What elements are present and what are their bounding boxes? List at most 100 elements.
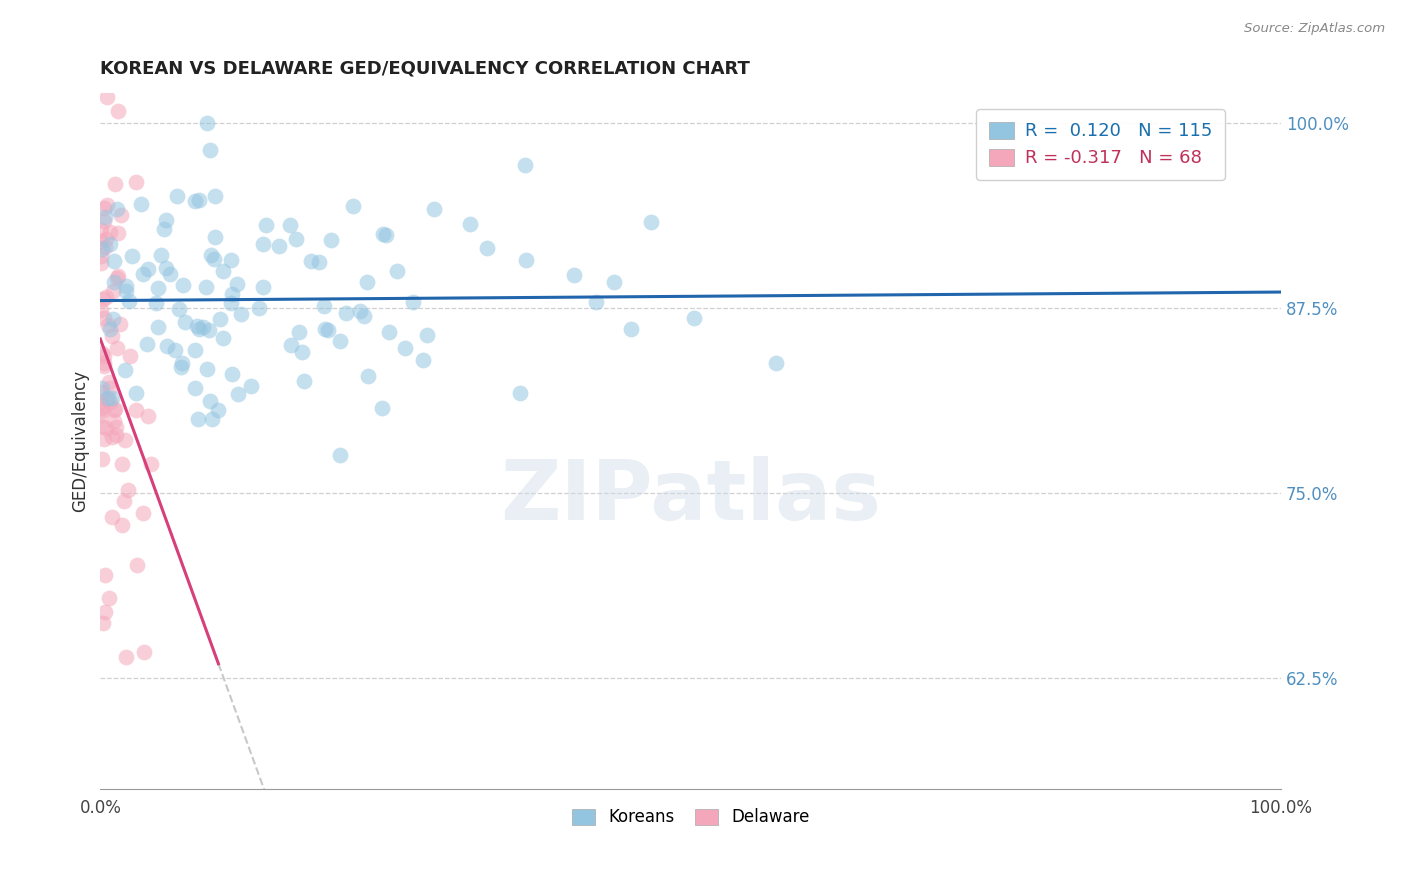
Point (308, 255, 330, 269)
Point (103, 275, 125, 289)
Point (91, 452, 114, 467)
Point (377, 326, 399, 340)
Point (145, 296, 167, 310)
Point (188, 193, 211, 207)
Point (96, 421, 118, 435)
Point (212, 264, 235, 278)
Point (103, 413, 125, 427)
Point (93, 433, 115, 447)
Point (204, 189, 226, 203)
Point (90, 419, 112, 434)
Point (585, 294, 607, 309)
Point (107, 104, 129, 119)
Point (267, 239, 290, 253)
Legend: Koreans, Delaware: Koreans, Delaware (565, 802, 817, 833)
Point (101, 312, 124, 326)
Point (131, 506, 153, 520)
Text: ZIPatlas: ZIPatlas (501, 457, 882, 537)
Point (204, 230, 226, 244)
Point (183, 381, 205, 395)
Point (136, 409, 159, 423)
Point (239, 378, 262, 392)
Point (458, 217, 481, 231)
Point (105, 271, 128, 285)
Point (212, 331, 235, 345)
Point (100, 430, 122, 444)
Point (285, 232, 308, 246)
Point (415, 327, 437, 342)
Point (93, 356, 115, 370)
Point (564, 268, 586, 283)
Point (342, 199, 364, 213)
Point (117, 293, 139, 308)
Point (114, 363, 136, 377)
Point (93, 615, 115, 630)
Point (90, 223, 112, 237)
Point (134, 645, 156, 659)
Point (280, 338, 302, 352)
Point (254, 218, 277, 232)
Point (93, 201, 115, 215)
Point (135, 336, 157, 351)
Point (329, 448, 352, 462)
Point (94, 605, 117, 619)
Point (111, 517, 134, 532)
Point (141, 457, 163, 471)
Point (357, 369, 380, 384)
Point (107, 268, 129, 283)
Point (93, 214, 115, 228)
Point (136, 261, 159, 276)
Point (98, 226, 121, 240)
Point (603, 275, 626, 289)
Point (187, 322, 209, 336)
Point (187, 412, 209, 426)
Point (103, 403, 125, 417)
Point (207, 403, 229, 417)
Point (125, 403, 148, 417)
Point (299, 254, 322, 268)
Point (329, 334, 352, 348)
Point (475, 241, 498, 255)
Point (90, 256, 112, 270)
Point (191, 320, 214, 334)
Point (228, 387, 250, 401)
Point (105, 428, 128, 442)
Point (152, 222, 174, 236)
Point (107, 202, 129, 217)
Point (101, 392, 124, 406)
Point (118, 349, 141, 363)
Point (121, 249, 143, 263)
Point (371, 401, 394, 416)
Point (312, 299, 335, 313)
Point (167, 302, 190, 317)
Point (93, 359, 115, 373)
Point (200, 248, 222, 262)
Point (353, 310, 375, 324)
Point (349, 304, 371, 318)
Point (112, 493, 135, 508)
Point (104, 401, 127, 416)
Point (146, 281, 169, 295)
Point (98, 591, 121, 605)
Point (184, 343, 207, 357)
Point (105, 419, 128, 434)
Point (91, 403, 114, 417)
Text: KOREAN VS DELAWARE GED/EQUIVALENCY CORRELATION CHART: KOREAN VS DELAWARE GED/EQUIVALENCY CORRE… (100, 60, 751, 78)
Point (110, 457, 132, 471)
Point (288, 325, 311, 339)
Point (155, 212, 177, 227)
Point (198, 143, 221, 157)
Point (640, 215, 662, 229)
Point (90, 249, 112, 263)
Point (124, 385, 146, 400)
Point (97, 318, 120, 333)
Point (319, 233, 342, 247)
Point (172, 277, 194, 292)
Point (195, 362, 218, 376)
Point (125, 175, 148, 189)
Point (159, 267, 181, 281)
Point (394, 341, 416, 355)
Point (90, 242, 112, 256)
Point (93, 568, 115, 582)
Point (98, 237, 121, 252)
